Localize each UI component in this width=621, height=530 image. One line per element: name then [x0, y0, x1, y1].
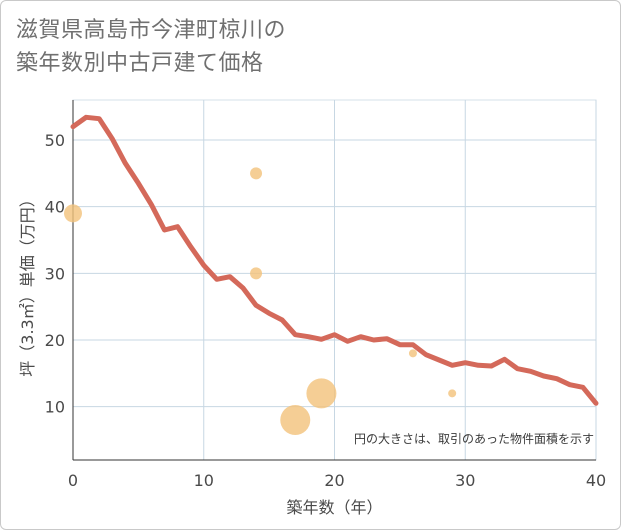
line-series — [70, 114, 599, 406]
bubble-point — [408, 349, 417, 358]
grid-lines — [72, 99, 597, 461]
bubble-point — [250, 167, 263, 180]
y-tick-label: 40 — [45, 198, 65, 217]
bubble-point — [280, 405, 311, 435]
x-axis-label: 築年数（年） — [286, 498, 382, 517]
x-tick-label: 30 — [455, 471, 475, 490]
tick-labels: 0 10 20 30 40 10 20 30 40 50 — [45, 131, 607, 490]
y-tick-label: 20 — [45, 331, 65, 350]
x-tick-label: 10 — [194, 471, 214, 490]
y-tick-label: 10 — [45, 398, 65, 417]
bubble-point — [448, 389, 457, 398]
bubble-series — [64, 167, 457, 435]
axes — [72, 100, 596, 461]
size-note: 円の大きさは、取引のあった物件面積を示す — [354, 431, 594, 446]
x-tick-label: 20 — [324, 471, 344, 490]
y-axis-label: 坪（3.3㎡）単価（万円） — [18, 191, 37, 376]
bubble-point — [250, 267, 263, 280]
chart-title: 滋賀県高島市今津町椋川の 築年数別中古戸建て価格 — [16, 18, 287, 76]
price-line — [70, 114, 599, 406]
bubble-point — [306, 378, 337, 409]
y-tick-label: 30 — [45, 264, 65, 283]
x-tick-label: 40 — [586, 471, 606, 490]
bubble-point — [64, 204, 82, 223]
y-tick-label: 50 — [45, 131, 65, 150]
x-tick-label: 0 — [68, 471, 78, 490]
